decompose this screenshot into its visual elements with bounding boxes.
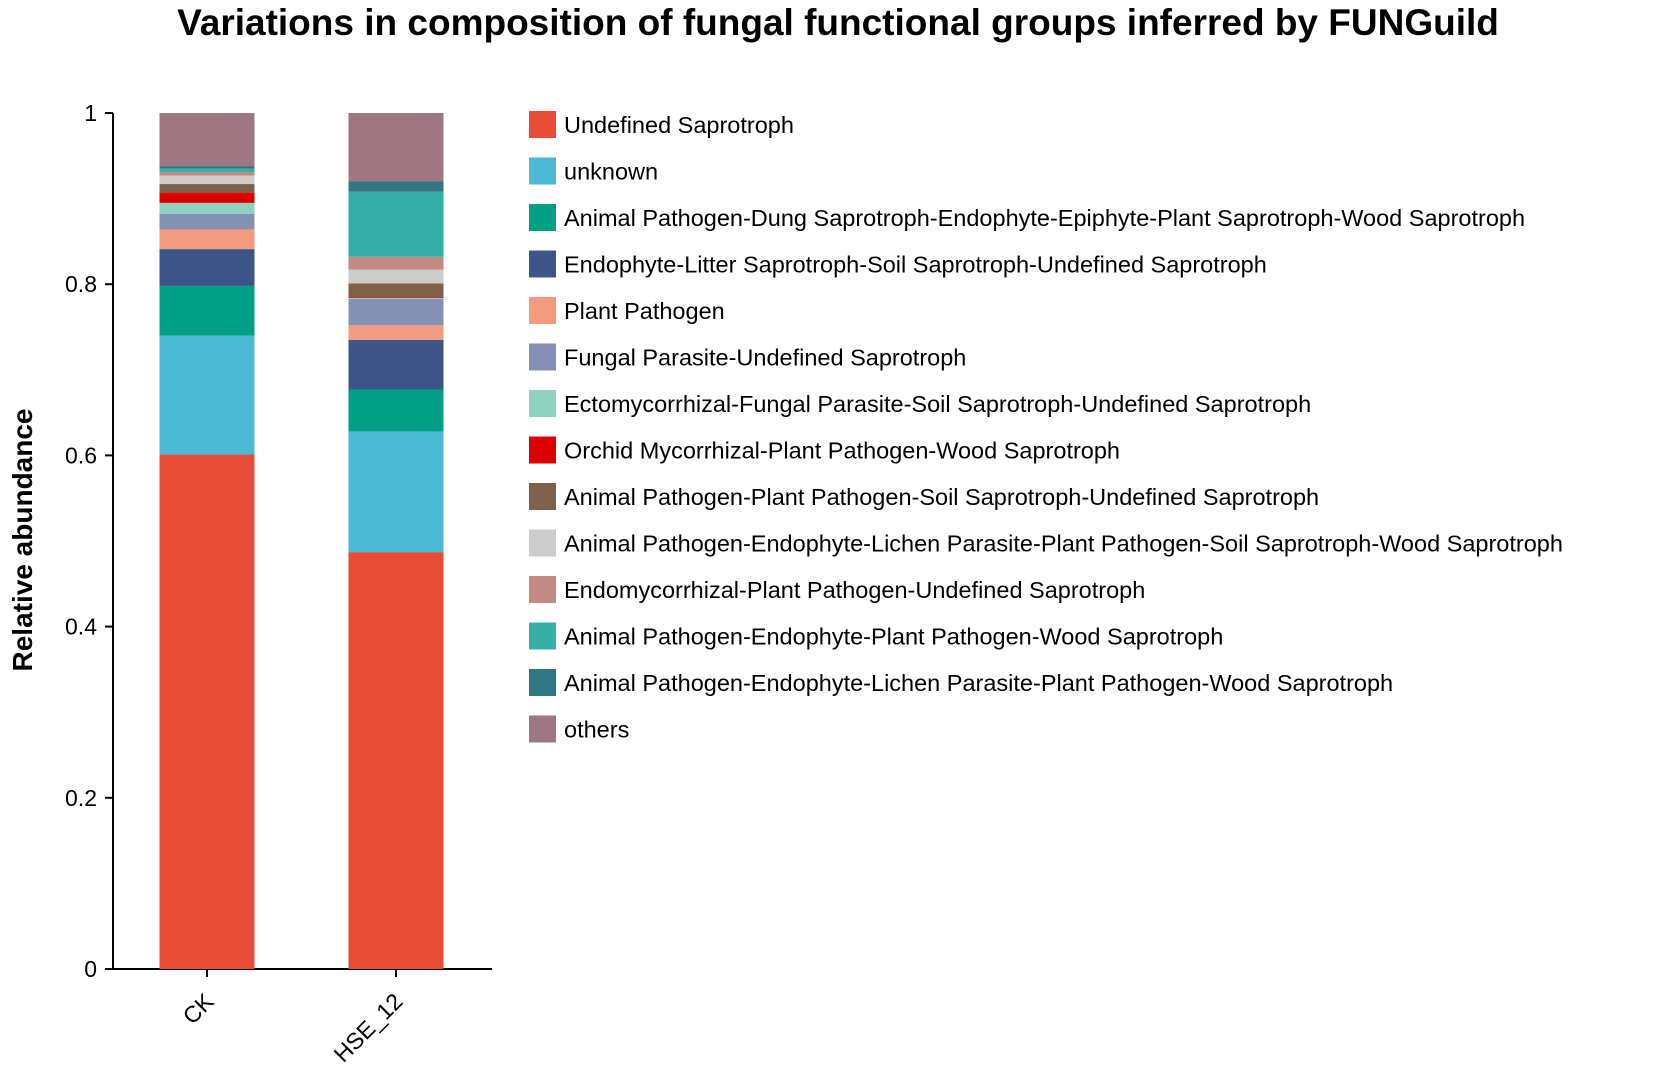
- bar-segment: [159, 113, 255, 167]
- legend-item: Orchid Mycorrhizal-Plant Pathogen-Wood S…: [529, 436, 1120, 464]
- legend-swatch: [529, 250, 556, 278]
- legend-item: Plant Pathogen: [529, 297, 725, 324]
- legend-item: Undefined Saprotroph: [529, 111, 794, 138]
- bar-segment: [159, 214, 255, 230]
- legend-label: Endomycorrhizal-Plant Pathogen-Undefined…: [564, 577, 1145, 603]
- legend-swatch: [529, 669, 556, 696]
- legend-swatch: [529, 622, 556, 650]
- legend-label: unknown: [564, 159, 658, 185]
- bar-segment: [348, 113, 444, 182]
- y-tick-label: 0.8: [65, 271, 97, 297]
- legend-swatch: [529, 111, 556, 138]
- legend-swatch: [529, 715, 556, 743]
- legend-label: Animal Pathogen-Endophyte-Lichen Parasit…: [564, 531, 1563, 557]
- x-tick-label: CK: [178, 988, 219, 1029]
- bar-segment: [159, 184, 255, 193]
- bar-segment: [159, 175, 255, 185]
- bar-segment: [159, 454, 255, 969]
- legend-label: Fungal Parasite-Undefined Saprotroph: [564, 345, 966, 371]
- legend-label: Animal Pathogen-Plant Pathogen-Soil Sapr…: [564, 484, 1319, 510]
- legend-item: Animal Pathogen-Endophyte-Plant Pathogen…: [529, 622, 1223, 650]
- bar-segment: [159, 166, 255, 169]
- legend-label: Endophyte-Litter Saprotroph-Soil Saprotr…: [564, 252, 1267, 278]
- y-tick-label: 1: [84, 100, 97, 126]
- legend-item: Animal Pathogen-Endophyte-Lichen Parasit…: [529, 669, 1393, 696]
- legend-item: Animal Pathogen-Plant Pathogen-Soil Sapr…: [529, 483, 1319, 510]
- legend-swatch: [529, 483, 556, 510]
- bar-segment: [348, 256, 444, 270]
- bar-segment: [159, 229, 255, 250]
- legend-label: Orchid Mycorrhizal-Plant Pathogen-Wood S…: [564, 438, 1120, 464]
- legend-swatch: [529, 576, 556, 603]
- y-tick-labels: 0 0.2 0.4 0.6 0.8 1: [65, 100, 97, 982]
- legend-item: Fungal Parasite-Undefined Saprotroph: [529, 343, 966, 371]
- legend-label: Animal Pathogen-Endophyte-Plant Pathogen…: [564, 624, 1223, 650]
- bar-segment: [159, 168, 255, 173]
- legend-swatch: [529, 297, 556, 324]
- bar-segment: [159, 285, 255, 336]
- legend-item: Ectomycorrhizal-Fungal Parasite-Soil Sap…: [529, 390, 1311, 417]
- chart-title: Variations in composition of fungal func…: [177, 2, 1499, 43]
- legend-label: Plant Pathogen: [564, 298, 725, 324]
- legend-label: others: [564, 717, 629, 743]
- bar-segment: [348, 298, 444, 326]
- legend-label: Undefined Saprotroph: [564, 112, 794, 138]
- legend-swatch: [529, 157, 556, 185]
- y-axis-label: Relative abundance: [7, 409, 38, 672]
- bar-segment: [159, 249, 255, 286]
- bar-segment: [348, 191, 444, 257]
- bar-segment: [348, 283, 444, 298]
- bar-segment: [348, 339, 444, 390]
- legend-label: Ectomycorrhizal-Fungal Parasite-Soil Sap…: [564, 391, 1311, 417]
- bar-segment: [348, 389, 444, 432]
- bar-segment: [159, 335, 255, 455]
- legend-label: Animal Pathogen-Dung Saprotroph-Endophyt…: [564, 205, 1525, 231]
- legend-swatch: [529, 343, 556, 371]
- y-tick-label: 0.4: [65, 614, 97, 640]
- y-tick-label: 0.6: [65, 442, 97, 468]
- legend-item: unknown: [529, 157, 658, 185]
- legend-item: others: [529, 715, 629, 743]
- x-tick-labels: CK HSE_12: [178, 988, 408, 1067]
- y-tick-label: 0.2: [65, 785, 97, 811]
- legend-item: Animal Pathogen-Dung Saprotroph-Endophyt…: [529, 204, 1525, 231]
- legend-item: Endomycorrhizal-Plant Pathogen-Undefined…: [529, 576, 1145, 603]
- bar-segment: [348, 297, 444, 298]
- legend: Undefined Saprotroph unknown Animal Pathog…: [529, 111, 1563, 743]
- x-tick-label: HSE_12: [329, 988, 408, 1067]
- bar-segment: [348, 431, 444, 553]
- bar-segment: [348, 552, 444, 969]
- legend-item: Animal Pathogen-Endophyte-Lichen Parasit…: [529, 529, 1563, 557]
- bars: [159, 113, 444, 969]
- legend-item: Endophyte-Litter Saprotroph-Soil Saprotr…: [529, 250, 1267, 278]
- legend-label: Animal Pathogen-Endophyte-Lichen Parasit…: [564, 670, 1393, 696]
- bar-segment: [348, 269, 444, 284]
- bar-segment: [159, 192, 255, 203]
- legend-swatch: [529, 436, 556, 464]
- bar-segment: [159, 172, 255, 176]
- bar-segment: [159, 202, 255, 215]
- y-tick-label: 0: [84, 956, 97, 982]
- legend-swatch: [529, 390, 556, 417]
- bar-segment: [348, 297, 444, 299]
- bar-segment: [348, 325, 444, 340]
- legend-swatch: [529, 204, 556, 231]
- legend-swatch: [529, 529, 556, 557]
- bar-segment: [348, 181, 444, 192]
